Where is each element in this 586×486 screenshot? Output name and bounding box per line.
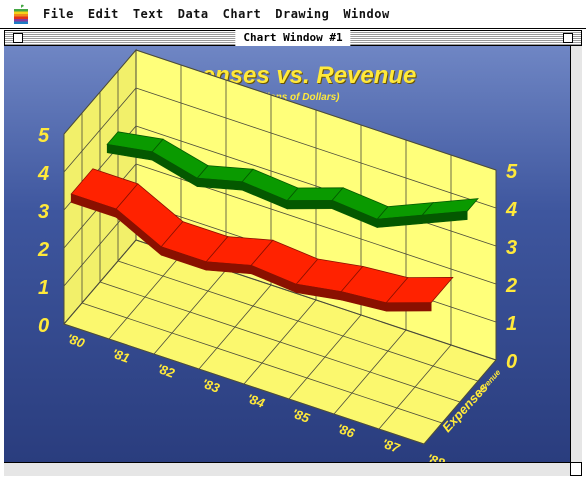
y-tick-right: 0: [506, 351, 517, 373]
x-tick-label: '81: [110, 346, 132, 366]
menu-file[interactable]: File: [43, 7, 74, 21]
y-tick-left: 0: [38, 315, 49, 337]
y-tick-right: 4: [505, 199, 517, 221]
zoom-box[interactable]: [563, 33, 573, 43]
y-tick-left: 5: [38, 125, 50, 147]
grow-box[interactable]: [570, 462, 582, 476]
window-title-bar[interactable]: Chart Window #1: [4, 30, 582, 46]
y-tick-left: 3: [38, 201, 49, 223]
gridline: [135, 49, 497, 171]
gridline: [99, 281, 461, 403]
y-tick-right: 3: [506, 237, 517, 259]
gridline: [135, 125, 497, 247]
series-revenue-edge: [421, 210, 468, 224]
x-tick-label: '82: [155, 361, 177, 381]
gridline: [117, 260, 479, 382]
x-tick-label: '86: [335, 421, 357, 441]
x-tick-label: '88: [425, 451, 447, 462]
chart-canvas: Expenses vs. Revenue (in millions of Dol…: [4, 46, 570, 462]
apple-icon[interactable]: [10, 3, 32, 25]
y-tick-left: 1: [38, 277, 49, 299]
gridline: [63, 323, 425, 445]
gridline: [81, 302, 443, 424]
gridline: [135, 87, 497, 209]
y-tick-right: 5: [506, 161, 518, 183]
menu-data[interactable]: Data: [177, 7, 209, 21]
x-tick-label: '83: [200, 376, 222, 396]
y-tick-left: 2: [37, 239, 49, 261]
close-box[interactable]: [13, 33, 23, 43]
y-tick-right: 2: [505, 275, 517, 297]
x-tick-label: '80: [65, 331, 87, 351]
gridline: [63, 87, 137, 173]
chart-3d: 012345012345'80'81'82'83'84'85'86'87'88E…: [37, 48, 518, 462]
menu-chart[interactable]: Chart: [222, 7, 262, 21]
menu-drawing[interactable]: Drawing: [275, 7, 330, 21]
y-tick-right: 1: [506, 313, 517, 335]
x-tick-label: '85: [290, 406, 312, 426]
series-revenue-edge: [286, 200, 333, 210]
window-title: Chart Window #1: [235, 30, 351, 46]
x-tick-label: '87: [380, 436, 402, 456]
series-expenses-edge: [385, 302, 432, 312]
chart-subtitle: (in millions of Dollars): [234, 92, 340, 103]
x-tick-label: '84: [245, 391, 267, 411]
vertical-scrollbar[interactable]: [570, 46, 582, 462]
menu-text[interactable]: Text: [132, 7, 164, 21]
gridline: [63, 49, 137, 135]
horizontal-scrollbar[interactable]: [4, 462, 570, 476]
y-tick-left: 4: [37, 163, 49, 185]
menu-bar: File Edit Text Data Chart Drawing Window: [0, 0, 586, 29]
menu-window[interactable]: Window: [343, 7, 390, 21]
menu-edit[interactable]: Edit: [87, 7, 119, 21]
